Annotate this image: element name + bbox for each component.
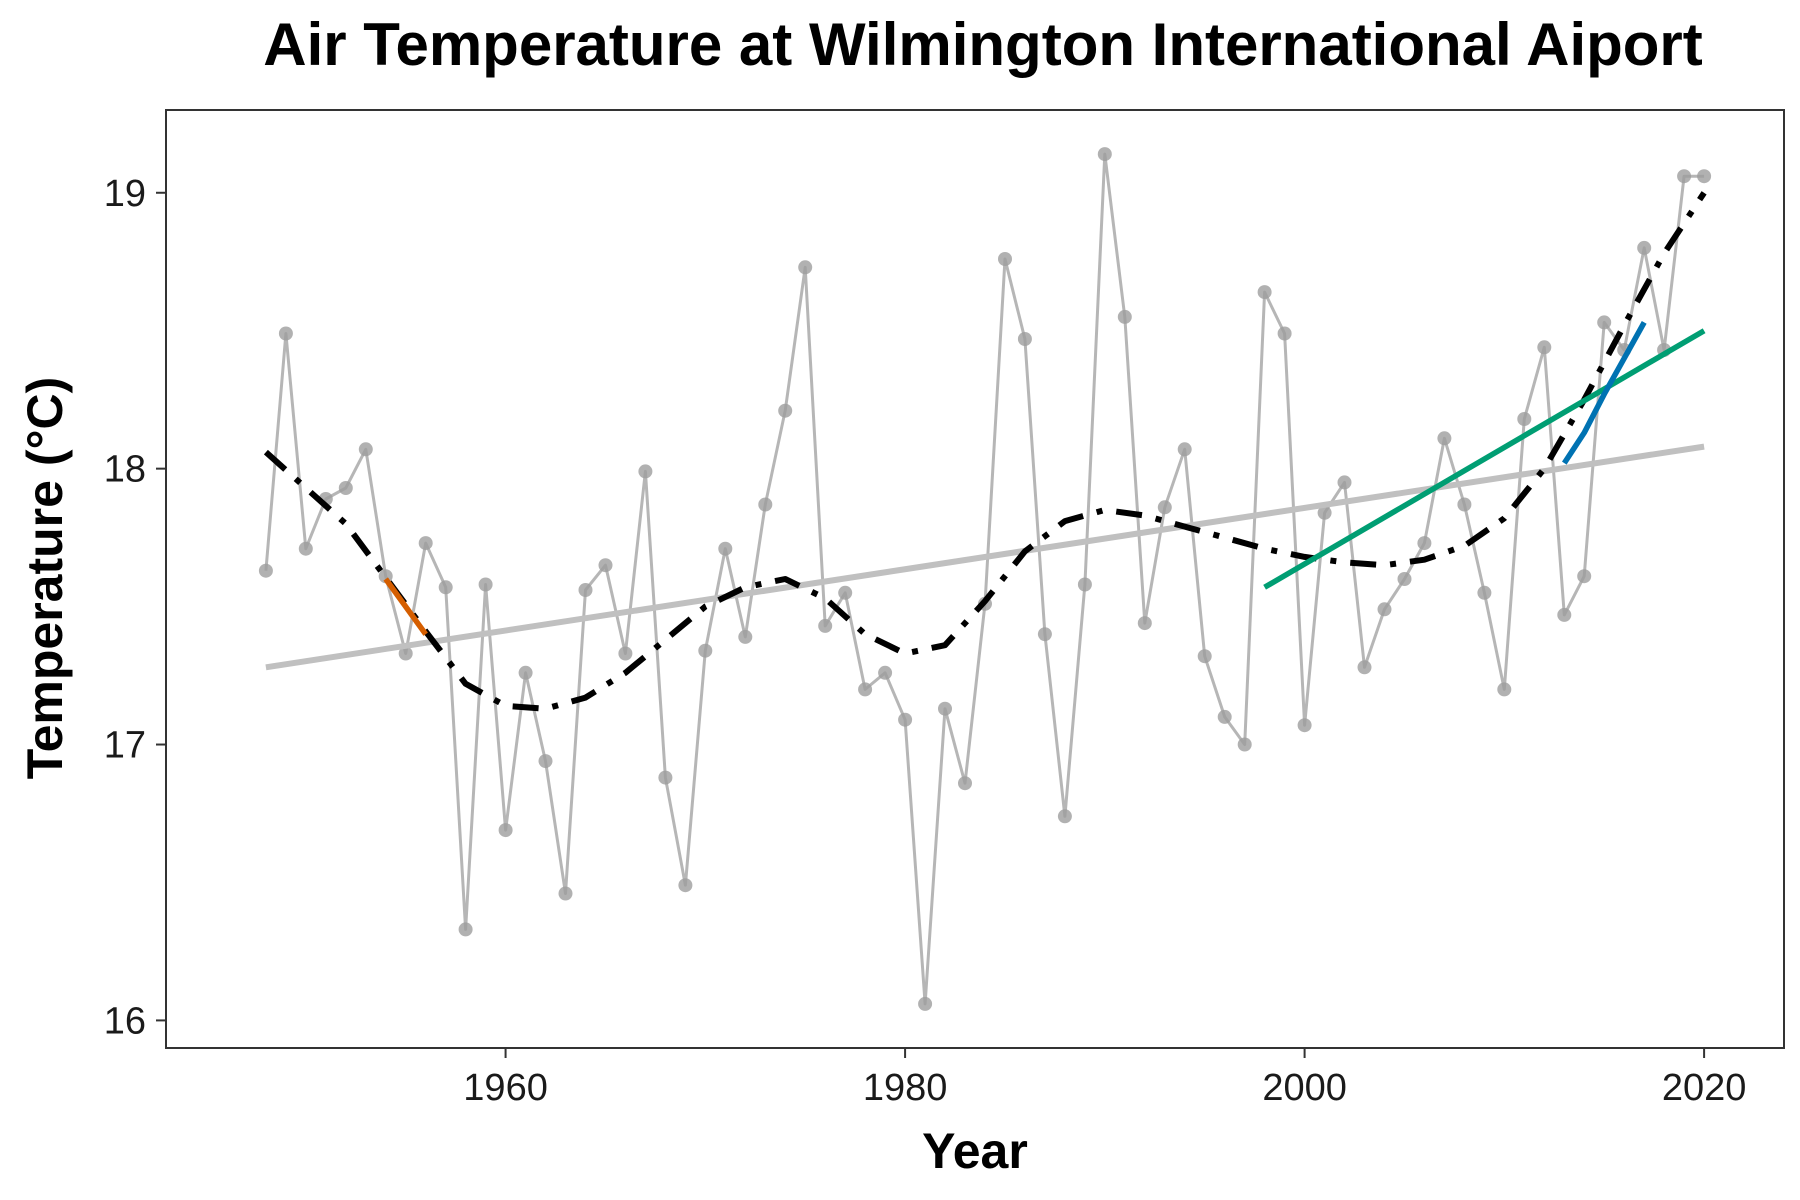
data-point <box>1177 442 1192 457</box>
data-point <box>418 536 433 551</box>
trend-segment-line-2 <box>1263 328 1706 590</box>
panel-border <box>165 109 1785 1049</box>
data-point <box>878 665 893 680</box>
data-point <box>1397 572 1412 586</box>
data-point <box>478 577 493 592</box>
y-tick-label: 17 <box>104 725 146 767</box>
data-point <box>518 665 533 680</box>
data-point <box>698 643 713 658</box>
data-point <box>498 823 513 838</box>
data-point <box>258 563 273 578</box>
data-point <box>898 712 913 727</box>
data-point <box>1497 682 1512 697</box>
data-point <box>1337 475 1352 490</box>
data-point <box>538 754 553 769</box>
data-point <box>738 629 753 644</box>
data-point <box>458 922 473 937</box>
data-point <box>1077 577 1092 592</box>
data-point <box>958 776 972 791</box>
data-point <box>1057 809 1072 824</box>
data-point <box>278 326 293 341</box>
data-point <box>1457 497 1472 512</box>
x-tick-label: 2000 <box>1262 1067 1347 1109</box>
data-point <box>1137 616 1152 631</box>
y-axis-title: Temperature (°C) <box>17 377 73 779</box>
chart-title: Air Temperature at Wilmington Internatio… <box>263 11 1703 78</box>
data-point <box>778 403 793 418</box>
long-term-trend-line <box>265 443 1705 671</box>
data-point <box>1477 585 1492 600</box>
data-point <box>998 252 1012 266</box>
data-point <box>1697 169 1712 184</box>
data-point <box>1437 431 1452 446</box>
data-point <box>598 558 613 573</box>
axes: 1960 1980 2000 2020 16 17 18 19 <box>104 173 1747 1109</box>
data-point <box>798 260 813 275</box>
data-point <box>1597 315 1612 330</box>
data-point <box>758 497 773 512</box>
data-point <box>858 682 873 697</box>
data-point <box>918 996 933 1011</box>
trend-segment-line-1 <box>383 577 428 636</box>
data-point <box>1037 627 1052 642</box>
y-tick-label: 19 <box>104 173 146 215</box>
x-tick-label: 1960 <box>463 1067 548 1109</box>
data-point <box>298 541 313 556</box>
data-point <box>1637 240 1652 255</box>
data-point <box>578 583 593 597</box>
data-point <box>1537 340 1552 355</box>
smooth-dashed-line <box>263 191 1707 712</box>
data-point <box>1417 536 1432 551</box>
data-point <box>1377 602 1392 617</box>
data-point <box>1517 412 1532 426</box>
x-tick-label: 1980 <box>863 1067 948 1109</box>
data-point <box>1357 660 1372 675</box>
data-point <box>938 701 952 716</box>
data-point <box>1557 607 1572 622</box>
data-point <box>1197 649 1212 664</box>
data-point <box>1297 718 1312 733</box>
data-point <box>1257 285 1272 300</box>
data-point <box>618 646 633 661</box>
data-point <box>638 464 653 479</box>
data-point <box>1317 505 1332 520</box>
data-point <box>818 618 833 633</box>
data-point <box>838 585 853 600</box>
data-point <box>1017 332 1032 346</box>
data-point <box>338 481 353 495</box>
data-point <box>1097 147 1112 162</box>
data-point <box>1117 309 1132 324</box>
data-point <box>1677 169 1692 184</box>
data-point <box>678 878 693 893</box>
trend-segment-line-3 <box>1562 321 1647 465</box>
data-point <box>658 770 673 785</box>
x-tick-label: 2020 <box>1662 1067 1747 1109</box>
data-point <box>1577 569 1592 584</box>
data-point <box>358 442 373 457</box>
y-tick-label: 16 <box>104 1000 146 1042</box>
data-point <box>558 886 573 901</box>
plot-area <box>258 147 1712 1011</box>
y-tick-label: 18 <box>104 449 146 491</box>
data-point <box>1277 326 1292 341</box>
data-point <box>398 646 413 661</box>
x-axis-title: Year <box>922 1123 1028 1179</box>
data-point <box>718 541 733 556</box>
data-point <box>438 580 453 595</box>
data-point <box>1157 500 1172 515</box>
data-point <box>1217 709 1232 724</box>
data-point <box>1237 737 1252 752</box>
